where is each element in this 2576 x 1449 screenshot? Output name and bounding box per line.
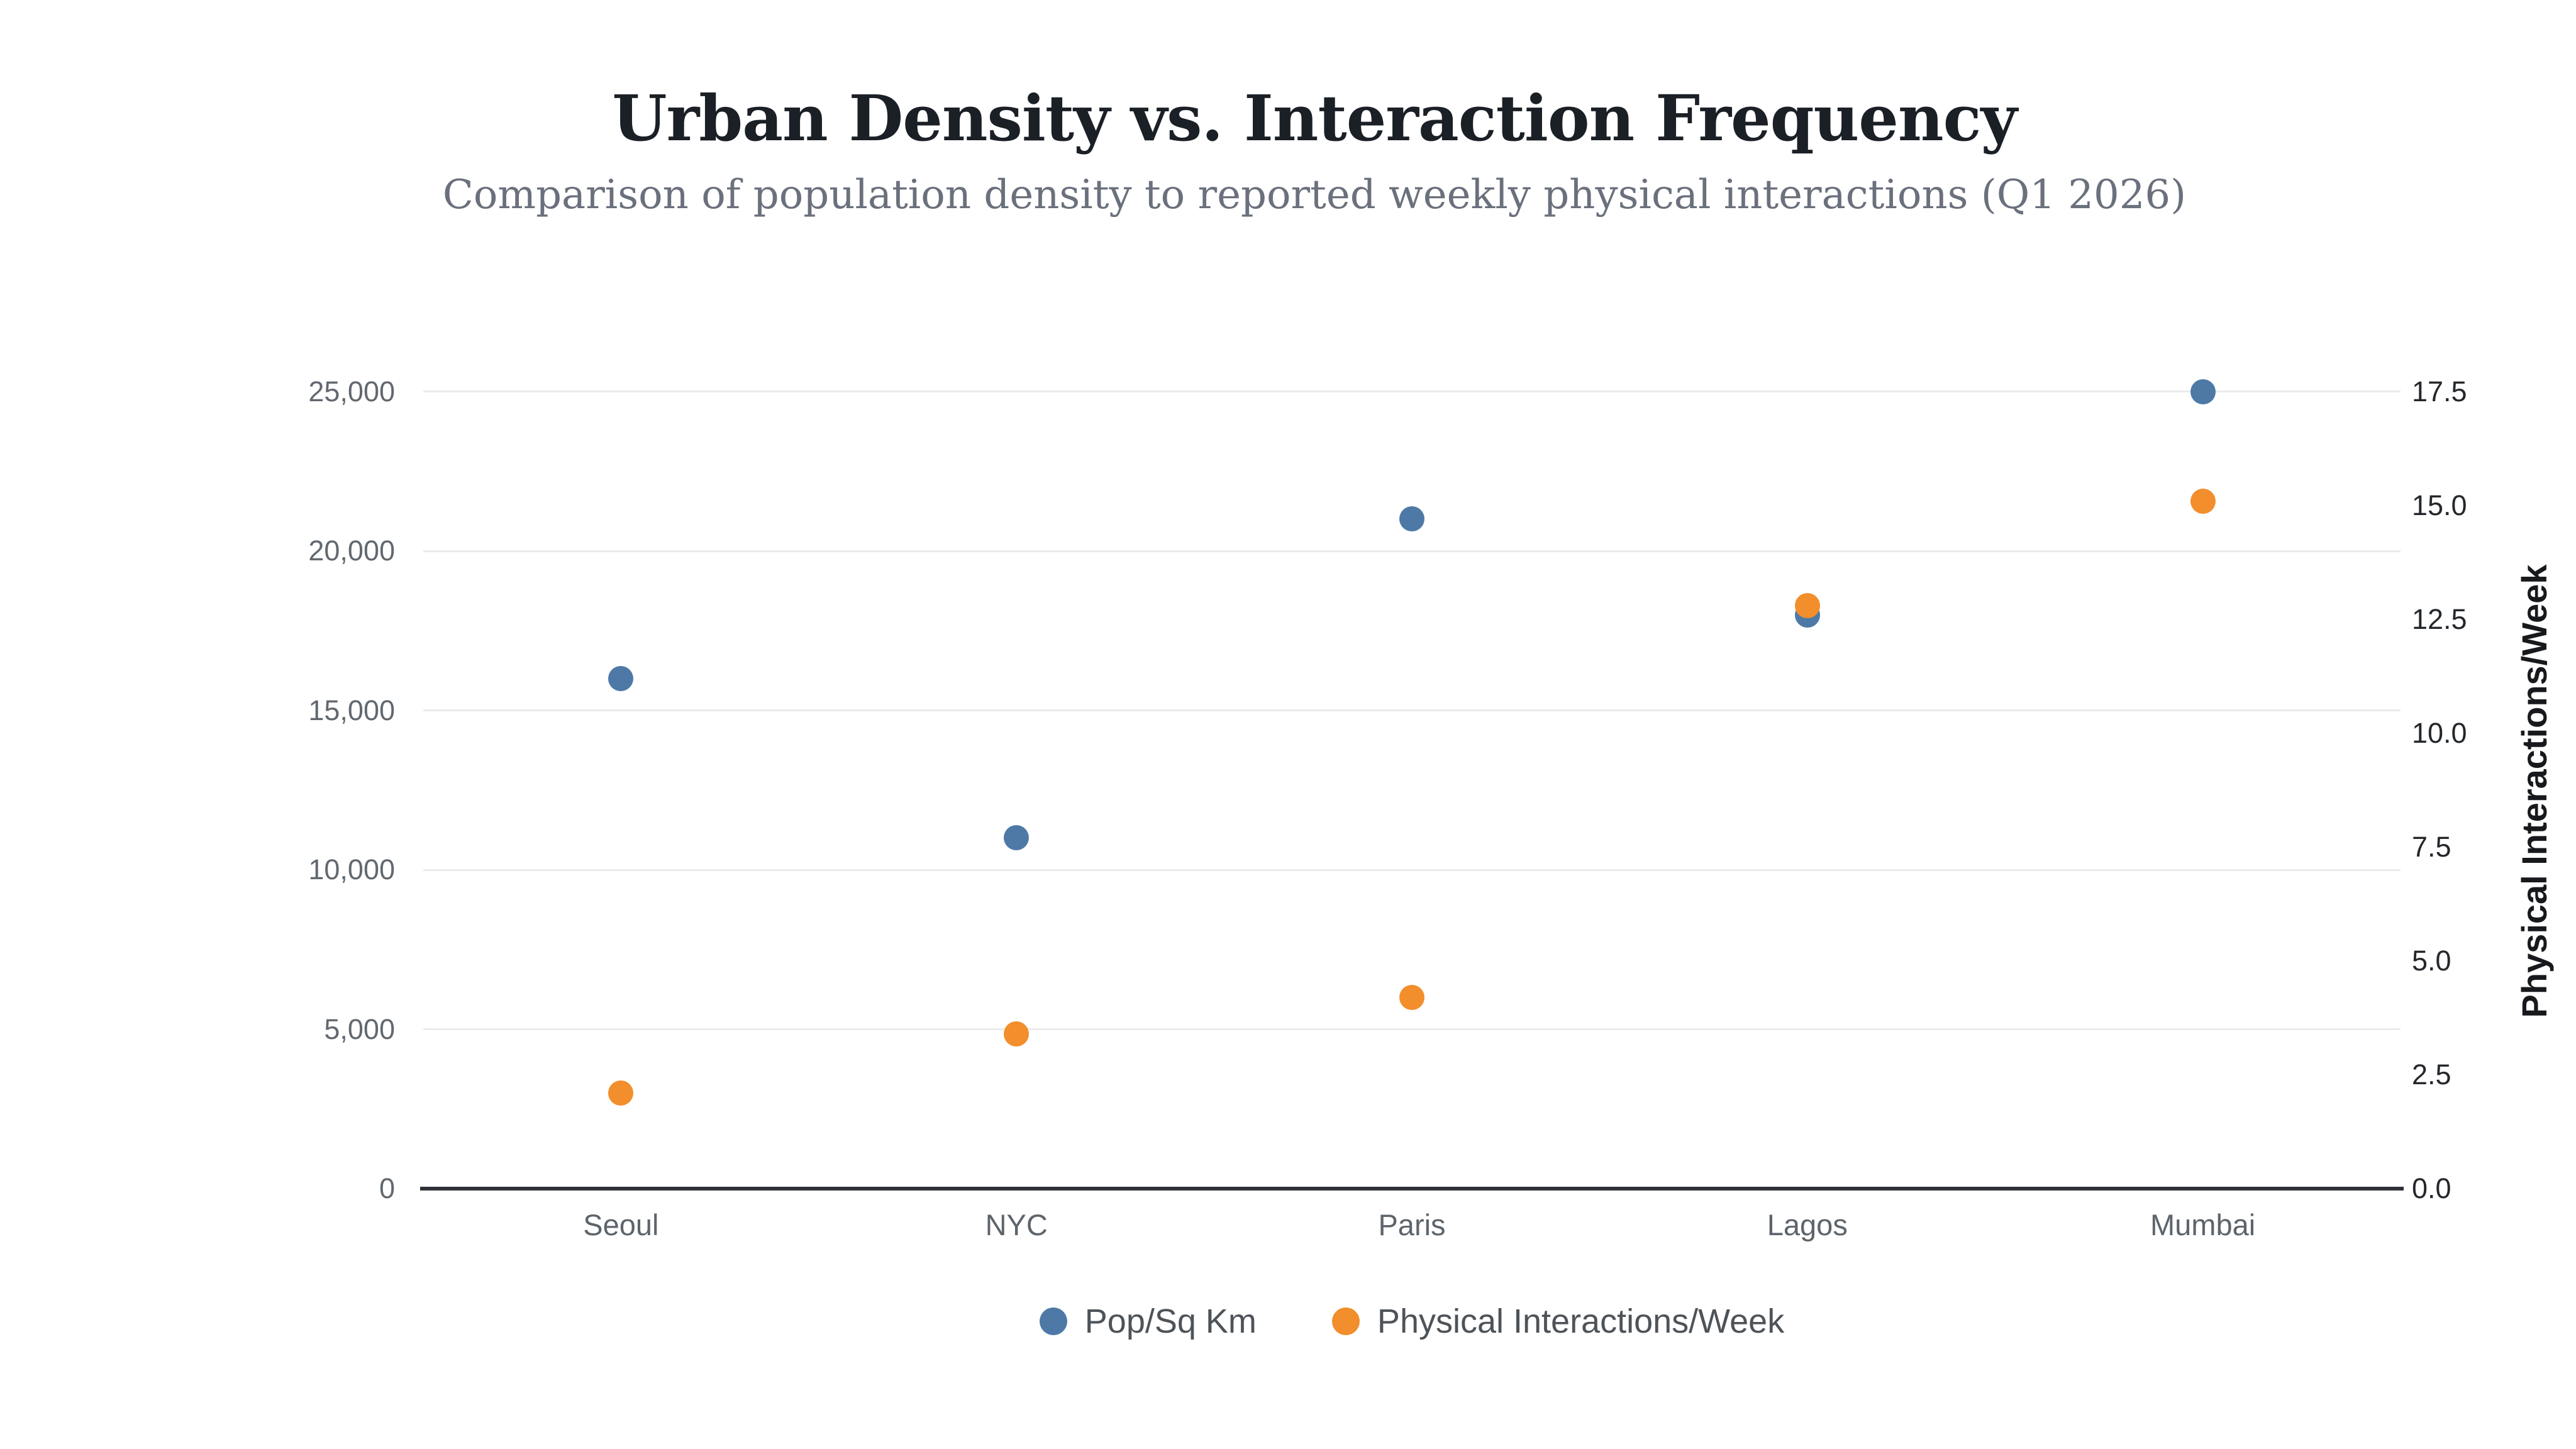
legend-dot-icon [1331, 1307, 1360, 1335]
data-point-interactions[interactable] [2190, 488, 2216, 514]
right-axis-tick-label: 17.5 [2412, 375, 2467, 408]
gridline [423, 869, 2401, 871]
chart-header: Urban Density vs. Interaction Frequency … [26, 0, 2576, 218]
data-point-density[interactable] [1399, 506, 1424, 532]
left-axis-tick-label: 25,000 [308, 375, 395, 408]
chart-legend: Pop/Sq Km Physical Interactions/Week [423, 1299, 2401, 1343]
legend-label: Physical Interactions/Week [1377, 1302, 1785, 1340]
legend-label: Pop/Sq Km [1084, 1302, 1257, 1340]
x-axis-line [420, 1187, 2404, 1191]
left-axis-tick-label: 10,000 [308, 853, 395, 886]
right-axis-tick-label: 0.0 [2412, 1172, 2451, 1204]
chart-subtitle: Comparison of population density to repo… [442, 172, 2187, 218]
right-axis-tick-label: 12.5 [2412, 602, 2467, 635]
gridline [423, 1028, 2401, 1031]
chart-title: Urban Density vs. Interaction Frequency [612, 81, 2017, 155]
left-axis-tick-label: 5,000 [324, 1013, 395, 1045]
data-point-interactions[interactable] [1004, 1021, 1030, 1046]
x-axis-category-label: Mumbai [2150, 1208, 2256, 1241]
left-axis-tick-label: 15,000 [308, 694, 395, 726]
data-point-interactions[interactable] [608, 1080, 634, 1106]
x-axis-category-label: Paris [1378, 1208, 1446, 1241]
data-point-interactions[interactable] [1399, 984, 1424, 1010]
legend-item[interactable]: Physical Interactions/Week [1331, 1302, 1785, 1340]
legend-item[interactable]: Pop/Sq Km [1039, 1302, 1257, 1340]
right-axis-tick-label: 2.5 [2412, 1058, 2451, 1091]
left-axis-tick-label: 0 [379, 1172, 395, 1204]
x-axis-category-label: Seoul [583, 1208, 659, 1241]
data-point-density[interactable] [608, 665, 634, 691]
right-axis-tick-label: 15.0 [2412, 489, 2467, 521]
gridline [423, 709, 2401, 712]
x-axis-category-label: Lagos [1767, 1208, 1848, 1241]
legend-dot-icon [1039, 1307, 1067, 1335]
data-point-density[interactable] [2190, 379, 2216, 404]
x-axis-category-label: NYC [985, 1208, 1048, 1241]
data-point-interactions[interactable] [1794, 593, 1820, 619]
data-point-density[interactable] [1004, 825, 1030, 851]
gridline [423, 550, 2401, 552]
right-axis-tick-label: 5.0 [2412, 944, 2451, 977]
left-axis-tick-label: 20,000 [308, 535, 395, 567]
right-axis-tick-label: 7.5 [2412, 830, 2451, 863]
right-axis-title: Physical Interactions/Week [2514, 564, 2554, 1018]
gridline [423, 391, 2401, 393]
right-axis-tick-label: 10.0 [2412, 716, 2467, 749]
